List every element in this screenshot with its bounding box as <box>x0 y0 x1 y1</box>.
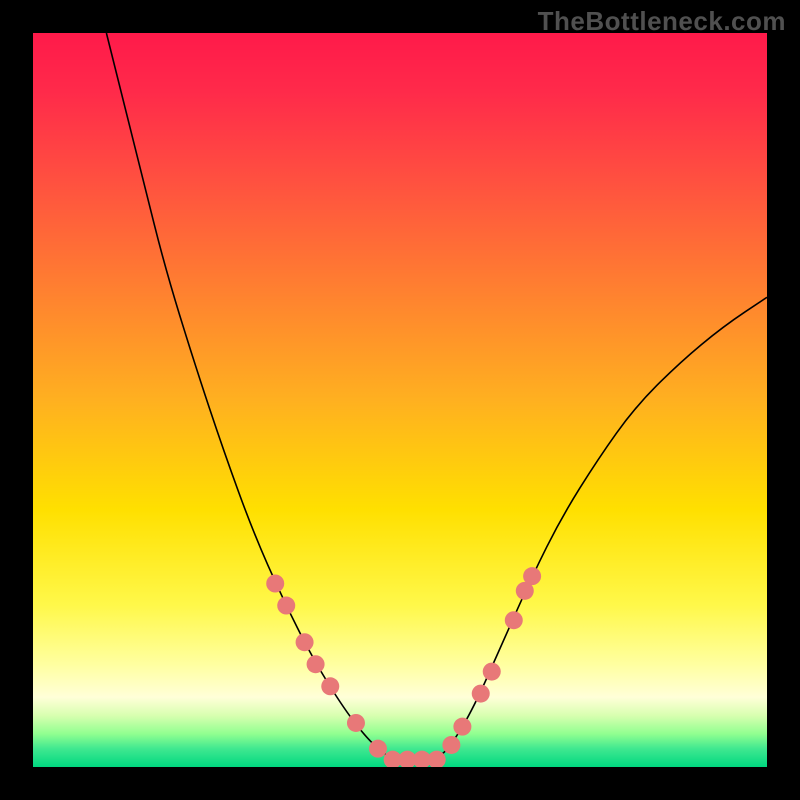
data-marker <box>277 597 295 615</box>
data-marker <box>347 714 365 732</box>
data-marker <box>505 611 523 629</box>
data-marker <box>296 633 314 651</box>
bottleneck-curve <box>106 33 767 760</box>
data-marker <box>266 575 284 593</box>
watermark-text: TheBottleneck.com <box>538 6 786 37</box>
data-marker <box>442 736 460 754</box>
data-marker <box>307 655 325 673</box>
data-marker <box>453 718 471 736</box>
data-marker <box>472 685 490 703</box>
data-marker <box>523 567 541 585</box>
data-marker <box>428 751 446 769</box>
data-marker <box>483 663 501 681</box>
data-marker <box>321 677 339 695</box>
chart-container: TheBottleneck.com <box>0 0 800 800</box>
data-marker <box>369 740 387 758</box>
chart-svg-overlay <box>0 0 800 800</box>
